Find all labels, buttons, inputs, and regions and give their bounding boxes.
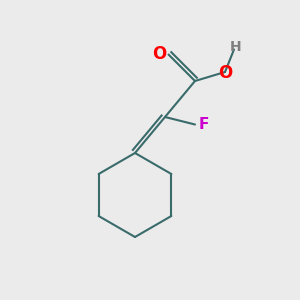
Text: H: H [230,40,241,53]
Text: F: F [199,117,209,132]
Text: O: O [218,64,232,82]
Text: O: O [152,45,167,63]
